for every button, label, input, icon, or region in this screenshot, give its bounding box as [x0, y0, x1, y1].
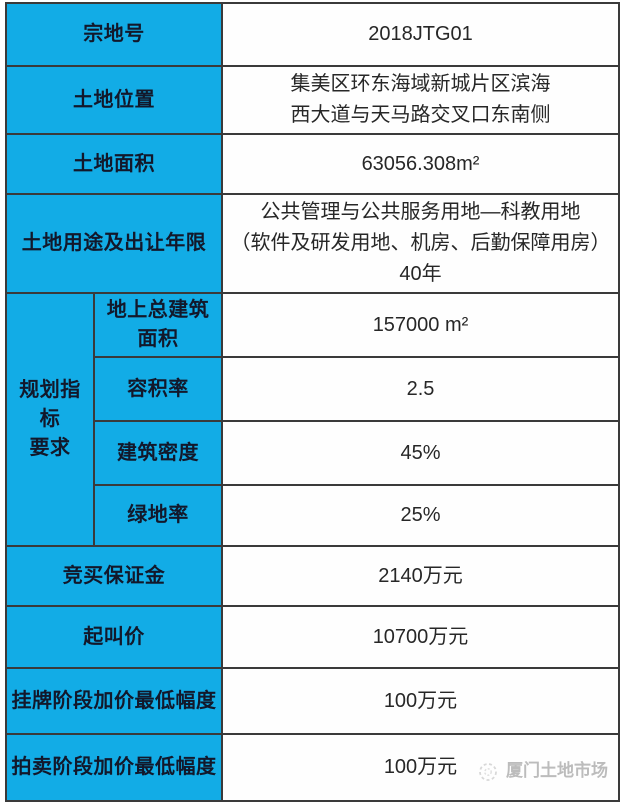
bid-deposit-label: 竞买保证金: [5, 545, 223, 607]
auction-min-increment-label: 拍卖阶段加价最低幅度: [5, 733, 223, 802]
plot-ratio-value: 2.5: [221, 356, 620, 422]
label-line: 宗地号: [83, 23, 145, 45]
label-line: 绿地率: [127, 504, 189, 526]
label-line: 规划指标: [19, 379, 81, 430]
table-row-building-density: 建筑密度 45%: [6, 420, 620, 486]
label-line: 地上总建筑: [106, 299, 210, 321]
table-row-land-location: 土地位置 集美区环东海域新城片区滨海 西大道与天马路交叉口东南侧: [5, 65, 620, 135]
land-location-label: 土地位置: [5, 65, 223, 135]
value-line: 45%: [400, 441, 441, 464]
value-line: 100万元: [383, 689, 458, 712]
table-row-listing-min-increment: 挂牌阶段加价最低幅度 100万元: [5, 667, 620, 735]
value-line: 西大道与天马路交叉口东南侧: [290, 104, 551, 126]
table-row-plot-ratio: 容积率 2.5: [6, 356, 620, 422]
parcel-number-value: 2018JTG01: [221, 2, 620, 67]
building-density-label: 建筑密度: [93, 420, 223, 486]
land-auction-table: 宗地号 2018JTG01 土地位置 集美区环东海域新城片区滨海 西大道与天马路…: [5, 2, 620, 802]
value-line: 2140万元: [378, 564, 463, 587]
listing-min-increment-label: 挂牌阶段加价最低幅度: [5, 667, 223, 735]
value-line: 2.5: [406, 377, 435, 400]
table-row-bid-deposit: 竞买保证金 2140万元: [5, 545, 620, 607]
table-row-green-ratio: 绿地率 25%: [6, 484, 620, 547]
bid-deposit-value: 2140万元: [221, 545, 620, 607]
label-line: 挂牌阶段加价最低幅度: [11, 689, 217, 712]
land-area-value: 63056.308m²: [221, 133, 620, 195]
land-use-term-value: 公共管理与公共服务用地—科教用地 （软件及研发用地、机房、后勤保障用房） 40年: [221, 193, 620, 294]
auction-min-increment-value: 100万元 厦门土地市场: [221, 733, 620, 802]
value-line: 2018JTG01: [368, 23, 473, 45]
plot-ratio-label: 容积率: [93, 356, 223, 422]
parcel-number-label: 宗地号: [5, 2, 223, 67]
value-line: 10700万元: [372, 625, 469, 648]
value-line: 集美区环东海域新城片区滨海: [290, 73, 551, 95]
table-row-starting-price: 起叫价 10700万元: [5, 605, 620, 669]
starting-price-label: 起叫价: [5, 605, 223, 669]
value-line: 40年: [399, 263, 442, 285]
value-line: 157000 m²: [372, 313, 469, 336]
label-line: 竞买保证金: [62, 564, 166, 587]
label-line: 要求: [29, 437, 71, 459]
table-row-auction-min-increment: 拍卖阶段加价最低幅度 100万元 厦门土地市场: [5, 733, 620, 802]
green-ratio-label: 绿地率: [93, 484, 223, 547]
gross-floor-area-label: 地上总建筑 面积: [93, 292, 223, 358]
value-line: （软件及研发用地、机房、后勤保障用房）: [230, 232, 611, 254]
value-line: 63056.308m²: [361, 152, 480, 175]
label-line: 面积: [137, 328, 179, 350]
label-line: 建筑密度: [117, 441, 199, 464]
table-row-parcel-number: 宗地号 2018JTG01: [5, 2, 620, 67]
table-row-land-area: 土地面积 63056.308m²: [5, 133, 620, 195]
table-row-gross-floor-area: 规划指标 要求 地上总建筑 面积 157000 m²: [5, 292, 620, 547]
listing-min-increment-value: 100万元: [221, 667, 620, 735]
label-line: 土地用途及出让年限: [21, 232, 207, 254]
label-line: 拍卖阶段加价最低幅度: [11, 756, 217, 778]
label-line: 起叫价: [83, 625, 145, 648]
value-line: 公共管理与公共服务用地—科教用地: [260, 201, 581, 223]
label-line: 容积率: [127, 377, 189, 400]
land-use-term-label: 土地用途及出让年限: [5, 193, 223, 294]
value-line: 100万元: [383, 756, 458, 778]
building-density-value: 45%: [221, 420, 620, 486]
starting-price-value: 10700万元: [221, 605, 620, 669]
gross-floor-area-value: 157000 m²: [221, 292, 620, 358]
label-line: 土地面积: [73, 152, 155, 175]
planning-group-label: 规划指标 要求: [5, 292, 95, 547]
land-location-value: 集美区环东海域新城片区滨海 西大道与天马路交叉口东南侧: [221, 65, 620, 135]
green-ratio-value: 25%: [221, 484, 620, 547]
land-area-label: 土地面积: [5, 133, 223, 195]
label-line: 土地位置: [73, 88, 155, 111]
value-line: 25%: [400, 504, 441, 526]
table-row-land-use-term: 土地用途及出让年限 公共管理与公共服务用地—科教用地 （软件及研发用地、机房、后…: [5, 193, 620, 294]
